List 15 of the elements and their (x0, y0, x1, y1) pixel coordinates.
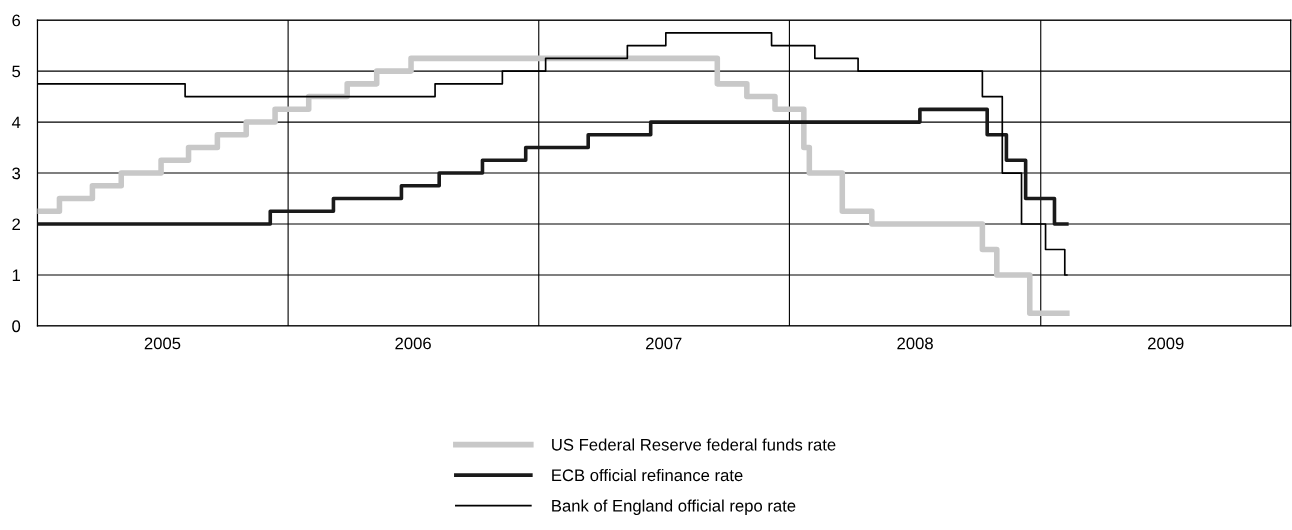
legend-label: ECB official refinance rate (552, 468, 743, 482)
legend-label: US Federal Reserve federal funds rate (552, 438, 836, 451)
y-tick-label: 4 (11, 116, 21, 129)
x-tick-label: 2005 (144, 337, 181, 350)
x-tick-label: 2008 (897, 337, 933, 350)
x-tick-label: 2009 (1148, 337, 1184, 350)
y-tick-label: 0 (12, 320, 21, 333)
y-tick-label: 3 (12, 167, 21, 180)
x-tick-label: 2006 (395, 337, 431, 350)
y-tick-label: 5 (12, 65, 21, 78)
y-tick-label: 2 (12, 218, 20, 231)
x-tick-label: 2007 (646, 337, 682, 350)
y-tick-label: 1 (12, 269, 20, 282)
legend-label: Bank of England official repo rate (552, 499, 796, 515)
y-tick-label: 6 (12, 14, 21, 27)
